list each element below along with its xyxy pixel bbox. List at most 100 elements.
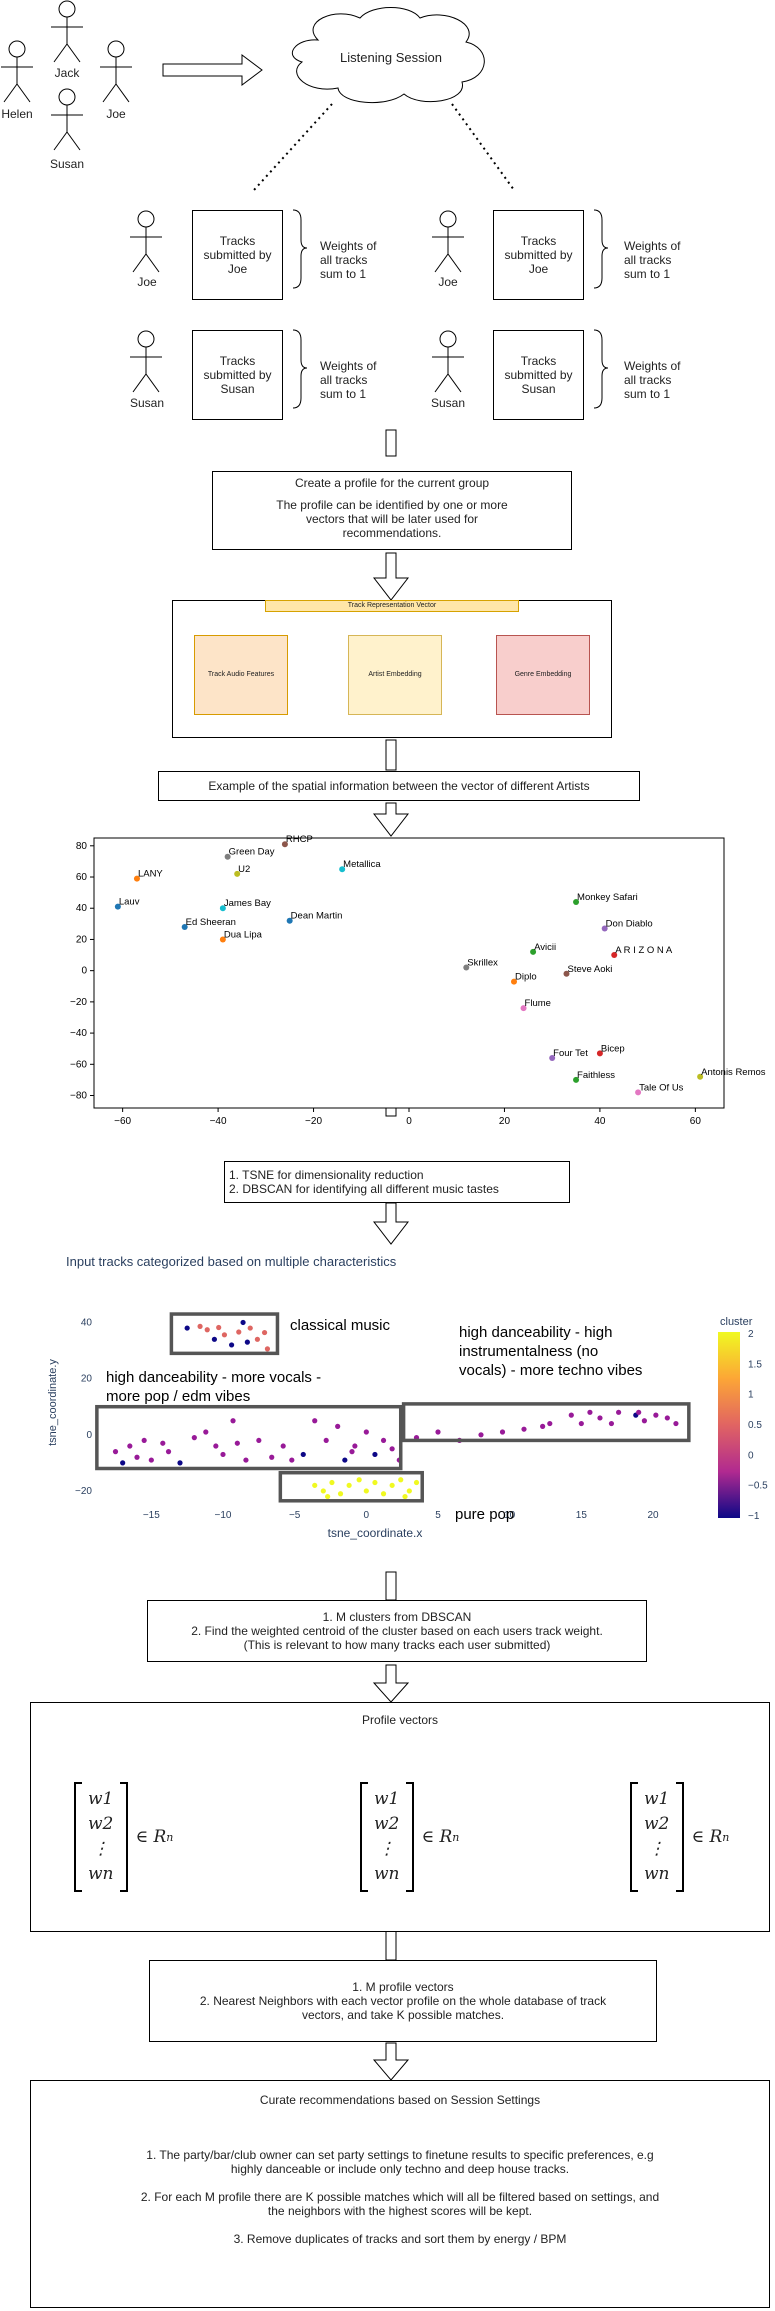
tracks-box: Tracks submitted by Susan [192,330,283,420]
vector-exp: n [452,1830,460,1844]
artist-point [339,866,346,873]
artist-point [286,917,293,924]
cluster-point [244,1339,250,1345]
cluster-point [261,1329,268,1336]
tracks-box: Tracks submitted by Joe [493,210,584,300]
session-label: Listening Session [340,50,442,65]
cluster-annotation: high danceability - high instrumentalness… [459,1324,642,1379]
artist-point [234,870,241,877]
cluster-point [608,1420,615,1427]
vector-entry: w1 [374,1789,400,1809]
x-tick-label: −15 [143,1510,160,1521]
cluster-point [329,1479,335,1486]
cluster-point [236,1329,242,1335]
y-tick-label: −60 [70,1059,87,1070]
cluster-point [240,1319,246,1326]
artist-label: Bicep [601,1043,625,1054]
colorbar-tick: 0 [748,1450,754,1461]
cluster-point [540,1423,546,1429]
cluster-point [587,1409,593,1415]
cluster-point [363,1429,369,1435]
curate-item: 2. For each M profile there are K possib… [140,2190,660,2218]
y-tick-label: −40 [70,1028,87,1039]
cluster-point [141,1437,147,1444]
curate-item: 1. The party/bar/club owner can set part… [146,2148,654,2176]
cluster-point [372,1479,378,1486]
person-susan-icon [432,330,464,393]
weights-label: Weights of all tracks sum to 1 [320,359,377,401]
annotation-line: more pop / edm vibes [106,1388,250,1405]
artist-label: Ed Sheeran [186,917,236,928]
person-label: Jack [54,66,80,80]
curate-title: Curate recommendations based on Session … [259,2093,541,2107]
cluster-point [356,1477,362,1483]
artist-point [281,841,288,848]
person-helen-icon [1,40,33,103]
y-tick-label: 20 [76,934,88,945]
cluster-point [213,1443,219,1449]
vector-entry: w2 [374,1814,400,1834]
x-tick-label: 5 [435,1510,441,1521]
cluster-point [134,1454,140,1460]
cluster-point [352,1443,358,1449]
profile-vectors-title: Profile vectors [361,1713,439,1727]
vector-entry: wn [88,1864,114,1884]
cluster-point [184,1325,190,1331]
cluster-point [234,1440,240,1446]
artist-label: A R I Z O N A [615,945,673,956]
x-tick-label: 60 [690,1116,702,1127]
vector-entry: wn [644,1864,670,1884]
x-tick-label: 20 [499,1116,511,1127]
cluster-point [653,1412,659,1418]
track-vector-title: Track Representation Vector [265,600,519,612]
x-tick-label: 40 [594,1116,606,1127]
user-label: Joe [137,275,157,289]
cluster-point [300,1451,306,1458]
cluster-point [197,1323,203,1329]
y-axis-title: tsne_coordinate.y [47,1359,59,1446]
cluster-point [406,1488,412,1494]
cluster-annotation: classical music [290,1317,391,1334]
annotation-line: classical music [290,1317,391,1334]
user-label: Joe [438,275,458,289]
artist-label: RHCP [286,834,313,845]
artist-scatter-chart: −60 −40 −20 0 20 40 60 80 60 40 20 0 −20 −40 −60 −80 RHC… [70,834,766,1127]
artist-label: LANY [138,869,163,880]
y-tick-label: 40 [76,903,88,914]
cluster-point [230,1418,236,1424]
profile-vectors-box [30,1702,770,1932]
artist-point [463,964,470,971]
cluster-point [148,1457,154,1463]
artist-label: U2 [238,864,250,875]
vector-space: ∈ R [421,1827,453,1847]
annotation-line: high danceability - more vocals - [106,1369,321,1386]
colorbar-tick: 0.5 [748,1420,762,1431]
tsne-step-box: 1. TSNE for dimensionality reduction 2. … [224,1161,570,1203]
x-tick-label: 10 [504,1510,516,1521]
cluster-point [673,1420,679,1427]
brace-icon [292,209,609,409]
artist-point [611,952,618,959]
create-profile-body: The profile can be identified by one or … [276,498,508,540]
annotation-line: vocals) - more techno vibes [459,1362,642,1379]
y-tick-label: 80 [76,841,88,852]
cluster-point [312,1482,318,1488]
cluster-point [204,1327,210,1333]
cluster-point [191,1435,197,1441]
person-jack-icon [51,0,83,63]
user-label: Susan [129,396,165,410]
spatial-caption: Example of the spatial information betwe… [158,771,640,801]
cluster-point [211,1336,217,1342]
cluster-point [499,1429,506,1435]
x-tick-label: 0 [364,1510,370,1521]
artist-label: Four Tet [553,1048,588,1059]
person-susan-icon [130,330,162,393]
curate-item: 3. Remove duplicates of tracks and sort … [233,2232,567,2246]
y-tick-label: −20 [75,1486,92,1497]
cluster-point [636,1409,642,1415]
curate-box [30,2080,770,2308]
dotted-connector [253,103,333,191]
